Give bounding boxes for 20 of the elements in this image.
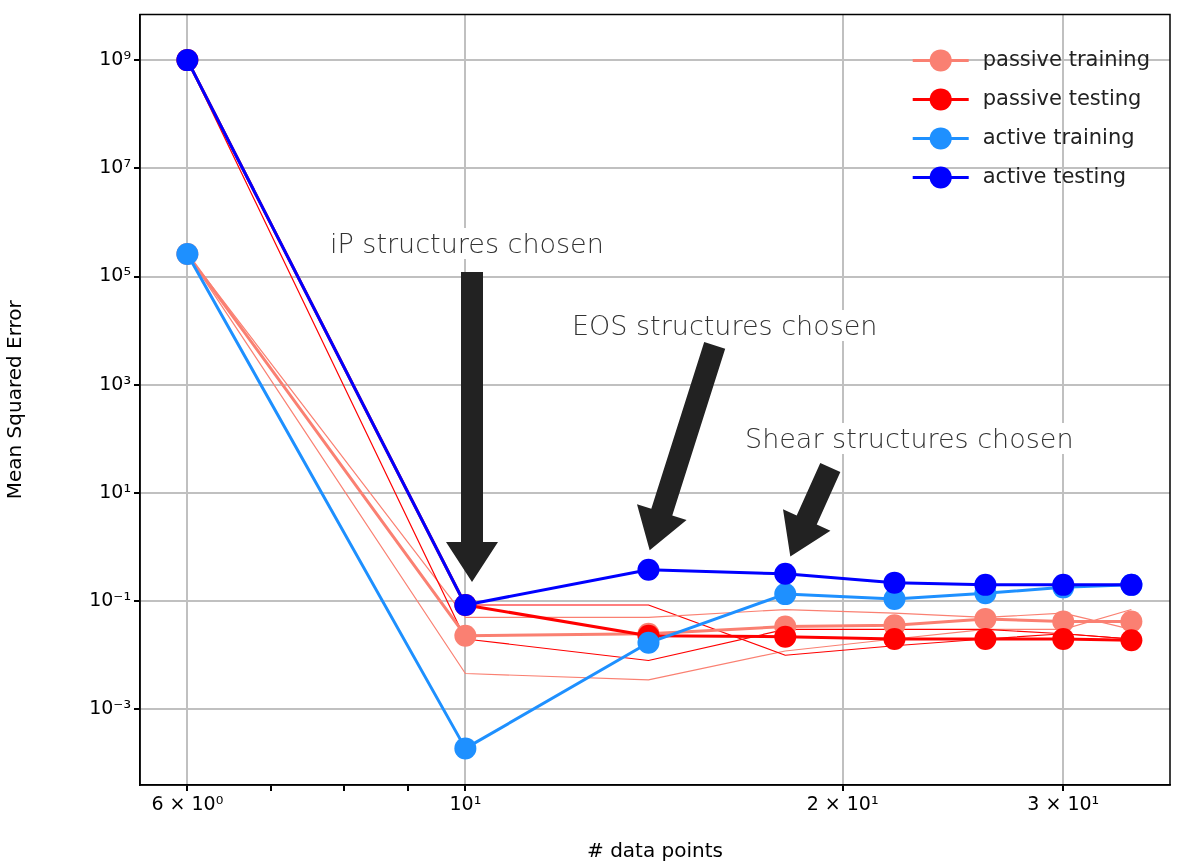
- x-axis-title: # data points: [587, 838, 723, 863]
- legend-label: active testing: [982, 163, 1127, 188]
- y-tick-label: 10⁵: [99, 263, 131, 286]
- y-tick-label: 10¹: [99, 479, 131, 502]
- y-axis-title: Mean Squared Error: [2, 299, 27, 500]
- annotation: EOS structures chosen: [572, 310, 878, 341]
- y-tick-label: 10⁻¹: [89, 588, 131, 611]
- legend-label: passive training: [982, 46, 1150, 71]
- y-tick-label: 10⁹: [99, 47, 131, 70]
- annotation: Shear structures chosen: [745, 423, 1074, 454]
- x-tick-label: 10¹: [449, 792, 482, 815]
- x-tick-label: 3 × 10¹: [1027, 792, 1100, 815]
- legend-label: passive testing: [982, 85, 1142, 110]
- x-tick-label: 2 × 10¹: [806, 792, 879, 815]
- annotation: iP structures chosen: [330, 228, 604, 259]
- legend-label: active training: [982, 124, 1135, 149]
- y-tick-label: 10³: [99, 371, 131, 394]
- x-tick-label: 6 × 10⁰: [151, 792, 224, 815]
- y-tick-label: 10⁷: [99, 155, 131, 178]
- y-tick-label: 10⁻³: [89, 696, 131, 719]
